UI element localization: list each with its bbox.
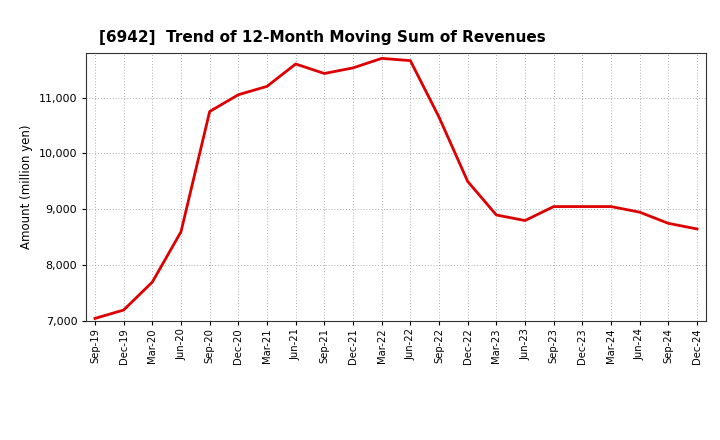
Y-axis label: Amount (million yen): Amount (million yen)	[20, 125, 33, 249]
Text: [6942]  Trend of 12-Month Moving Sum of Revenues: [6942] Trend of 12-Month Moving Sum of R…	[99, 29, 546, 45]
